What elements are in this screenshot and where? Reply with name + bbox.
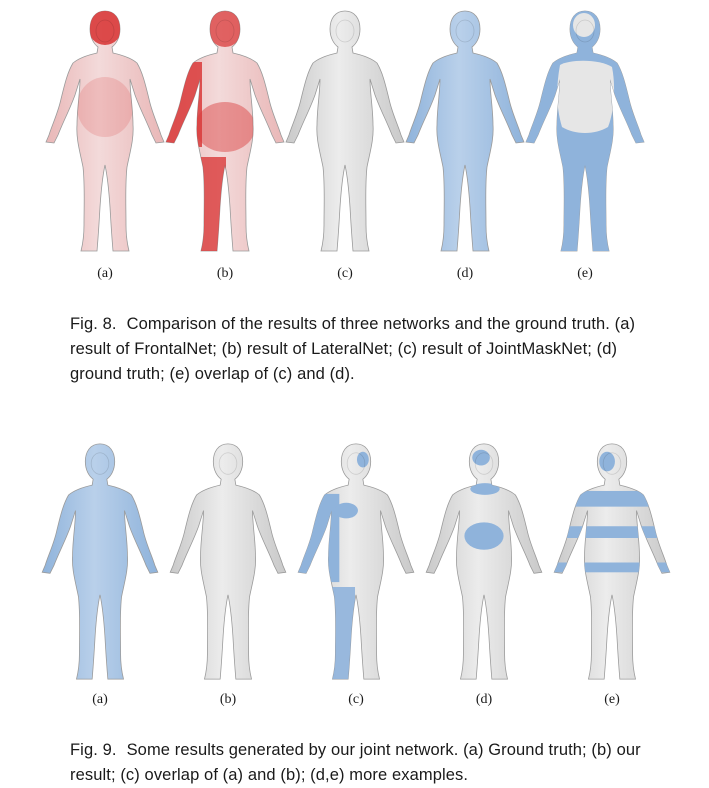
body-silhouette xyxy=(553,443,671,680)
heat-region-leg xyxy=(196,157,226,251)
figure-9-panels xyxy=(0,440,709,685)
body-silhouette xyxy=(41,443,159,680)
face-contour xyxy=(95,19,115,43)
heat-region-head xyxy=(88,11,122,45)
overlap-blue-neck xyxy=(470,483,500,495)
overlap-blue-band-waist xyxy=(554,526,670,538)
fig9-panel-a xyxy=(35,440,165,685)
figure-8-caption: Fig. 8. Comparison of the results of thre… xyxy=(70,312,670,387)
face-contour xyxy=(602,452,622,475)
figure-8-number: Fig. 8. xyxy=(70,315,117,333)
body-silhouette xyxy=(169,443,287,680)
heat-region-torso xyxy=(77,77,133,137)
body-mesh xyxy=(297,443,415,680)
fig8-label-b: (b) xyxy=(216,266,234,281)
body-mesh xyxy=(169,443,287,680)
overlap-blue-face xyxy=(599,451,615,472)
overlap-blue-band-chest xyxy=(554,490,670,507)
figure-8-panels xyxy=(0,4,709,260)
heat-region-hips xyxy=(195,102,255,152)
body-silhouette xyxy=(45,10,165,252)
body-mesh xyxy=(525,10,645,252)
fig9-label-a: (a) xyxy=(92,692,108,707)
overlap-blue-belly xyxy=(464,522,504,550)
body-silhouette xyxy=(285,10,405,252)
figure-8: (a) (b) (c) (d) (e) Fig. 8. Comparison of… xyxy=(0,4,709,387)
fig8-panel-d xyxy=(400,4,530,260)
heat-region-head xyxy=(208,11,242,47)
figure-9-caption-text: Some results generated by our joint netw… xyxy=(70,741,641,784)
overlap-blue-leg xyxy=(331,587,356,680)
figure-9-number: Fig. 9. xyxy=(70,741,117,759)
fig8-label-c: (c) xyxy=(337,266,353,281)
fig9-panel-d xyxy=(419,440,549,685)
body-silhouette xyxy=(405,10,525,252)
body-mesh xyxy=(553,443,671,680)
face-contour xyxy=(474,452,494,475)
face-contour xyxy=(346,452,366,475)
fig9-label-e: (e) xyxy=(604,692,620,707)
fig9-label-c: (c) xyxy=(348,692,364,707)
fig9-label-d: (d) xyxy=(475,692,493,707)
overlap-blue-face xyxy=(472,449,490,466)
fig8-label-e: (e) xyxy=(577,266,593,281)
fig9-panel-e xyxy=(547,440,677,685)
figure-8-caption-text: Comparison of the results of three netwo… xyxy=(70,315,636,383)
body-mesh xyxy=(41,443,159,680)
body-mesh xyxy=(425,443,543,680)
face-contour xyxy=(215,19,235,43)
body-mesh xyxy=(165,10,285,252)
face-contour xyxy=(90,452,110,475)
overlap-blue-chest xyxy=(334,502,358,519)
figure-9: (a) (b) (c) (d) (e) Fig. 9. Some results … xyxy=(0,430,709,788)
fig8-label-d: (d) xyxy=(456,266,474,281)
fig8-label-a: (a) xyxy=(97,266,113,281)
fig9-panel-b xyxy=(163,440,293,685)
body-mesh xyxy=(285,10,405,252)
body-silhouette xyxy=(425,443,543,680)
overlap-blue-face xyxy=(356,451,369,468)
fig8-panel-c xyxy=(280,4,410,260)
fig8-panel-b xyxy=(160,4,290,260)
body-mesh xyxy=(45,10,165,252)
face-contour xyxy=(218,452,238,475)
face-contour xyxy=(335,19,355,43)
heat-region-arm xyxy=(166,62,202,147)
overlap-gray-torso xyxy=(557,60,615,133)
fig8-panel-a xyxy=(40,4,170,260)
face-contour xyxy=(575,19,595,43)
overlap-blue-band-hips xyxy=(554,562,670,573)
fig9-panel-c xyxy=(291,440,421,685)
figure-9-caption: Fig. 9. Some results generated by our joi… xyxy=(70,738,670,788)
body-silhouette xyxy=(297,443,415,680)
overlap-gray-face xyxy=(573,13,595,37)
body-mesh xyxy=(405,10,525,252)
face-contour xyxy=(455,19,475,43)
fig9-label-b: (b) xyxy=(219,692,237,707)
fig8-panel-e xyxy=(520,4,650,260)
